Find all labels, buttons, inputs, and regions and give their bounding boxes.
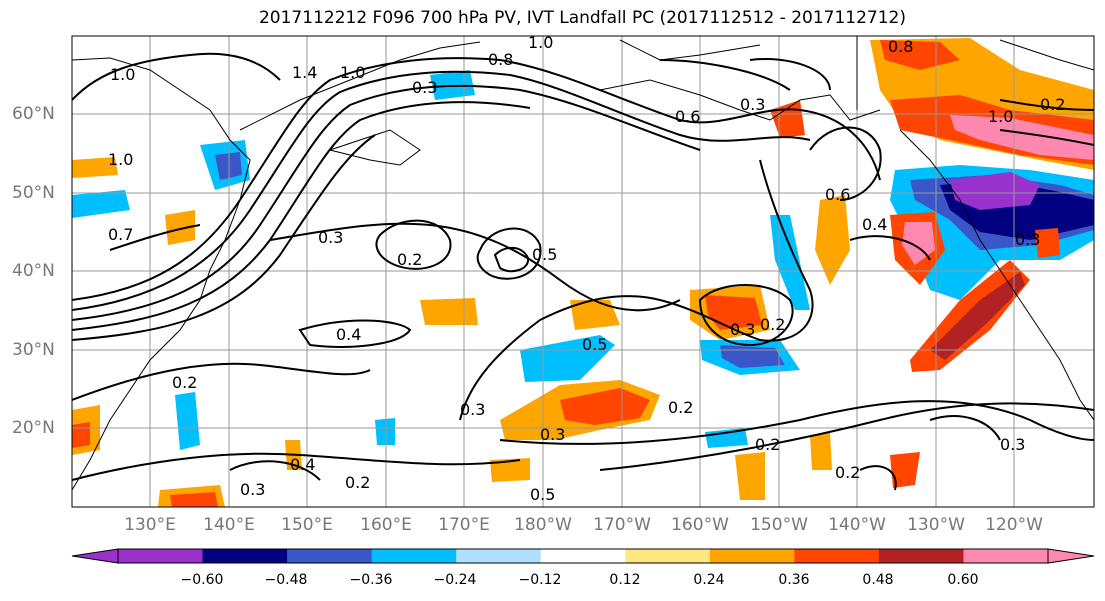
- colorbar-segment: [202, 549, 288, 563]
- contour-label: 0.7: [108, 225, 133, 244]
- map-title: 2017112212 F096 700 hPa PV, IVT Landfall…: [258, 8, 906, 28]
- lon-label: 160°E: [360, 515, 412, 535]
- contour-label: 1.0: [108, 150, 133, 169]
- contour-label: 0.2: [668, 398, 693, 417]
- colorbar-segment: [963, 549, 1049, 563]
- contour-label: 0.6: [825, 185, 850, 204]
- lon-label: 140°W: [828, 515, 886, 535]
- lon-label: 150°E: [281, 515, 333, 535]
- contour-label: 0.3: [460, 400, 485, 419]
- contour-label: 0.4: [862, 215, 887, 234]
- colorbar-segment: [625, 549, 711, 563]
- contour-label: 0.3: [412, 78, 437, 97]
- contour-label: 0.4: [290, 455, 315, 474]
- colorbar-segment: [540, 549, 626, 563]
- contour-label: 0.2: [397, 250, 422, 269]
- contour-label: 0.2: [760, 315, 785, 334]
- contour-label: 0.3: [730, 320, 755, 339]
- contour-label: 0.2: [345, 473, 370, 492]
- shaded-anomalies: [72, 38, 1094, 507]
- contour-label: 1.4: [292, 63, 317, 82]
- colorbar-segment: [794, 549, 880, 563]
- contour-labels: 1.0 1.4 1.0 0.8 1.0 1.0 0.3 0.3 0.2 0.5 0.4 0.2 0.3 0…: [108, 33, 1065, 504]
- contour-label: 0.2: [755, 435, 780, 454]
- contour-label: 0.2: [1040, 95, 1065, 114]
- contour-label: 1.0: [528, 33, 553, 52]
- contour-label: 0.2: [835, 463, 860, 482]
- contour-label: 1.0: [340, 63, 365, 82]
- colorbar-extend-high: [1047, 548, 1095, 564]
- lat-label: 20°N: [12, 418, 55, 438]
- contour-label: 0.5: [530, 485, 555, 504]
- pv-contours: [72, 52, 1094, 491]
- lat-label: 50°N: [12, 183, 55, 203]
- contour-label: 0.8: [888, 37, 913, 56]
- contour-label: 0.3: [740, 95, 765, 114]
- contour-label: 0.8: [488, 50, 513, 69]
- map-frame: [71, 35, 1095, 508]
- contour-label: 0.3: [240, 480, 265, 499]
- contour-label: 0.6: [675, 107, 700, 126]
- colorbar-tick-label: 0.12: [609, 572, 641, 588]
- colorbar-tick-label: −0.12: [518, 572, 562, 588]
- lat-label: 40°N: [12, 261, 55, 281]
- contour-label: 0.4: [336, 325, 361, 344]
- colorbar-segment: [456, 549, 542, 563]
- colorbar-segment: [371, 549, 457, 563]
- contour-label: 0.5: [532, 245, 557, 264]
- lon-label: 120°W: [985, 515, 1043, 535]
- lon-label: 160°W: [671, 515, 729, 535]
- colorbar-tick-label: 0.36: [778, 572, 810, 588]
- colorbar-tick-label: −0.48: [264, 572, 308, 588]
- lon-label: 170°E: [438, 515, 490, 535]
- lon-label: 130°W: [907, 515, 965, 535]
- contour-label: 0.3: [1000, 435, 1025, 454]
- lon-label: 170°W: [593, 515, 651, 535]
- lon-label: 150°W: [750, 515, 808, 535]
- contour-label: 0.3: [318, 228, 343, 247]
- lon-label: 140°E: [203, 515, 255, 535]
- coastlines: [72, 36, 1094, 491]
- colorbar-segment: [878, 549, 964, 563]
- colorbar-extend-low: [71, 548, 119, 564]
- colorbar-frame: [117, 548, 1049, 564]
- colorbar-tick-label: −0.36: [349, 572, 393, 588]
- colorbar-tick-label: 0.48: [862, 572, 894, 588]
- colorbar-segment: [118, 549, 204, 563]
- colorbar-tick-label: 0.24: [693, 572, 725, 588]
- colorbar-tick-label: −0.60: [180, 572, 224, 588]
- colorbar-tick-label: −0.24: [433, 572, 477, 588]
- contour-label: 0.2: [172, 373, 197, 392]
- lat-label: 60°N: [12, 104, 55, 124]
- colorbar-tick-label: 0.60: [947, 572, 979, 588]
- contour-label: 0.5: [582, 335, 607, 354]
- colorbar-segment: [709, 549, 795, 563]
- lat-label: 30°N: [12, 340, 55, 360]
- contour-label: 0.3: [1015, 230, 1040, 249]
- lon-label: 180°W: [514, 515, 572, 535]
- contour-label: 0.3: [540, 425, 565, 444]
- lon-label: 130°E: [124, 515, 176, 535]
- contour-label: 1.0: [988, 107, 1013, 126]
- contour-label: 1.0: [110, 65, 135, 84]
- colorbar-segment: [287, 549, 373, 563]
